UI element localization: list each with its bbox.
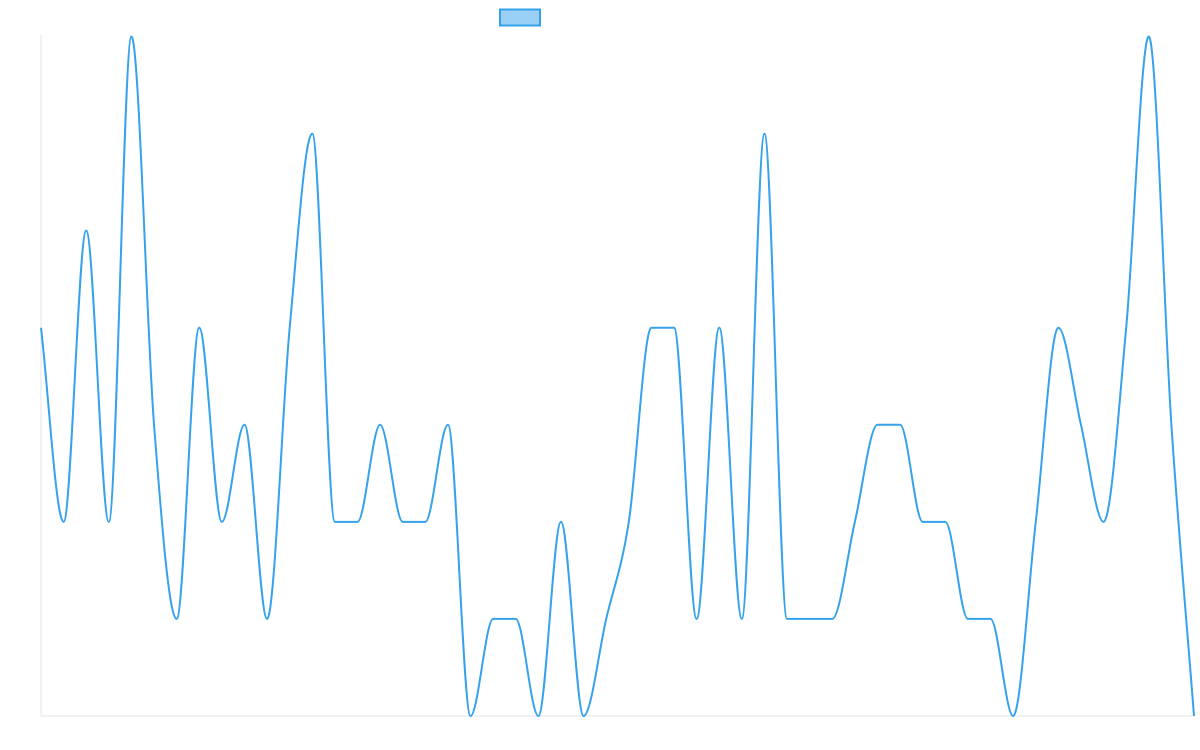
data-point[interactable] [603, 616, 609, 622]
data-point[interactable] [196, 325, 202, 331]
data-point[interactable] [581, 713, 587, 719]
data-point[interactable] [1055, 325, 1061, 331]
data-point[interactable] [807, 616, 813, 622]
data-point[interactable] [920, 519, 926, 525]
data-point[interactable] [694, 616, 700, 622]
data-point[interactable] [716, 325, 722, 331]
data-point[interactable] [445, 422, 451, 428]
data-point[interactable] [490, 616, 496, 622]
data-point[interactable] [151, 422, 157, 428]
data-point[interactable] [626, 519, 632, 525]
data-point[interactable] [874, 422, 880, 428]
data-point[interactable] [468, 713, 474, 719]
data-point[interactable] [128, 34, 134, 40]
data-point[interactable] [671, 325, 677, 331]
data-point[interactable] [535, 713, 541, 719]
data-point[interactable] [287, 325, 293, 331]
data-point[interactable] [739, 616, 745, 622]
data-point[interactable] [513, 616, 519, 622]
data-point[interactable] [761, 131, 767, 137]
data-point[interactable] [241, 422, 247, 428]
data-point[interactable] [422, 519, 428, 525]
data-point[interactable] [106, 519, 112, 525]
data-point[interactable] [332, 519, 338, 525]
data-point[interactable] [942, 519, 948, 525]
legend[interactable] [499, 8, 541, 27]
data-point[interactable] [1146, 34, 1152, 40]
data-point[interactable] [897, 422, 903, 428]
data-point[interactable] [38, 325, 44, 331]
data-point[interactable] [558, 519, 564, 525]
data-point[interactable] [648, 325, 654, 331]
axes [40, 35, 1194, 717]
data-point[interactable] [1101, 519, 1107, 525]
data-point[interactable] [1123, 325, 1129, 331]
data-point[interactable] [852, 519, 858, 525]
data-point[interactable] [264, 616, 270, 622]
data-point[interactable] [1010, 713, 1016, 719]
data-point[interactable] [965, 616, 971, 622]
data-point[interactable] [83, 228, 89, 234]
data-point[interactable] [61, 519, 67, 525]
data-point[interactable] [219, 519, 225, 525]
series-layer [38, 34, 1197, 719]
data-point[interactable] [784, 616, 790, 622]
data-point[interactable] [377, 422, 383, 428]
data-point[interactable] [174, 616, 180, 622]
data-point[interactable] [400, 519, 406, 525]
data-point[interactable] [355, 519, 361, 525]
series-line-0 [40, 35, 1195, 717]
data-point[interactable] [988, 616, 994, 622]
data-point[interactable] [1033, 519, 1039, 525]
data-point[interactable] [829, 616, 835, 622]
legend-swatch[interactable] [499, 8, 541, 27]
data-point[interactable] [309, 131, 315, 137]
data-point[interactable] [1191, 713, 1197, 719]
data-point[interactable] [1168, 422, 1174, 428]
data-point[interactable] [1078, 422, 1084, 428]
